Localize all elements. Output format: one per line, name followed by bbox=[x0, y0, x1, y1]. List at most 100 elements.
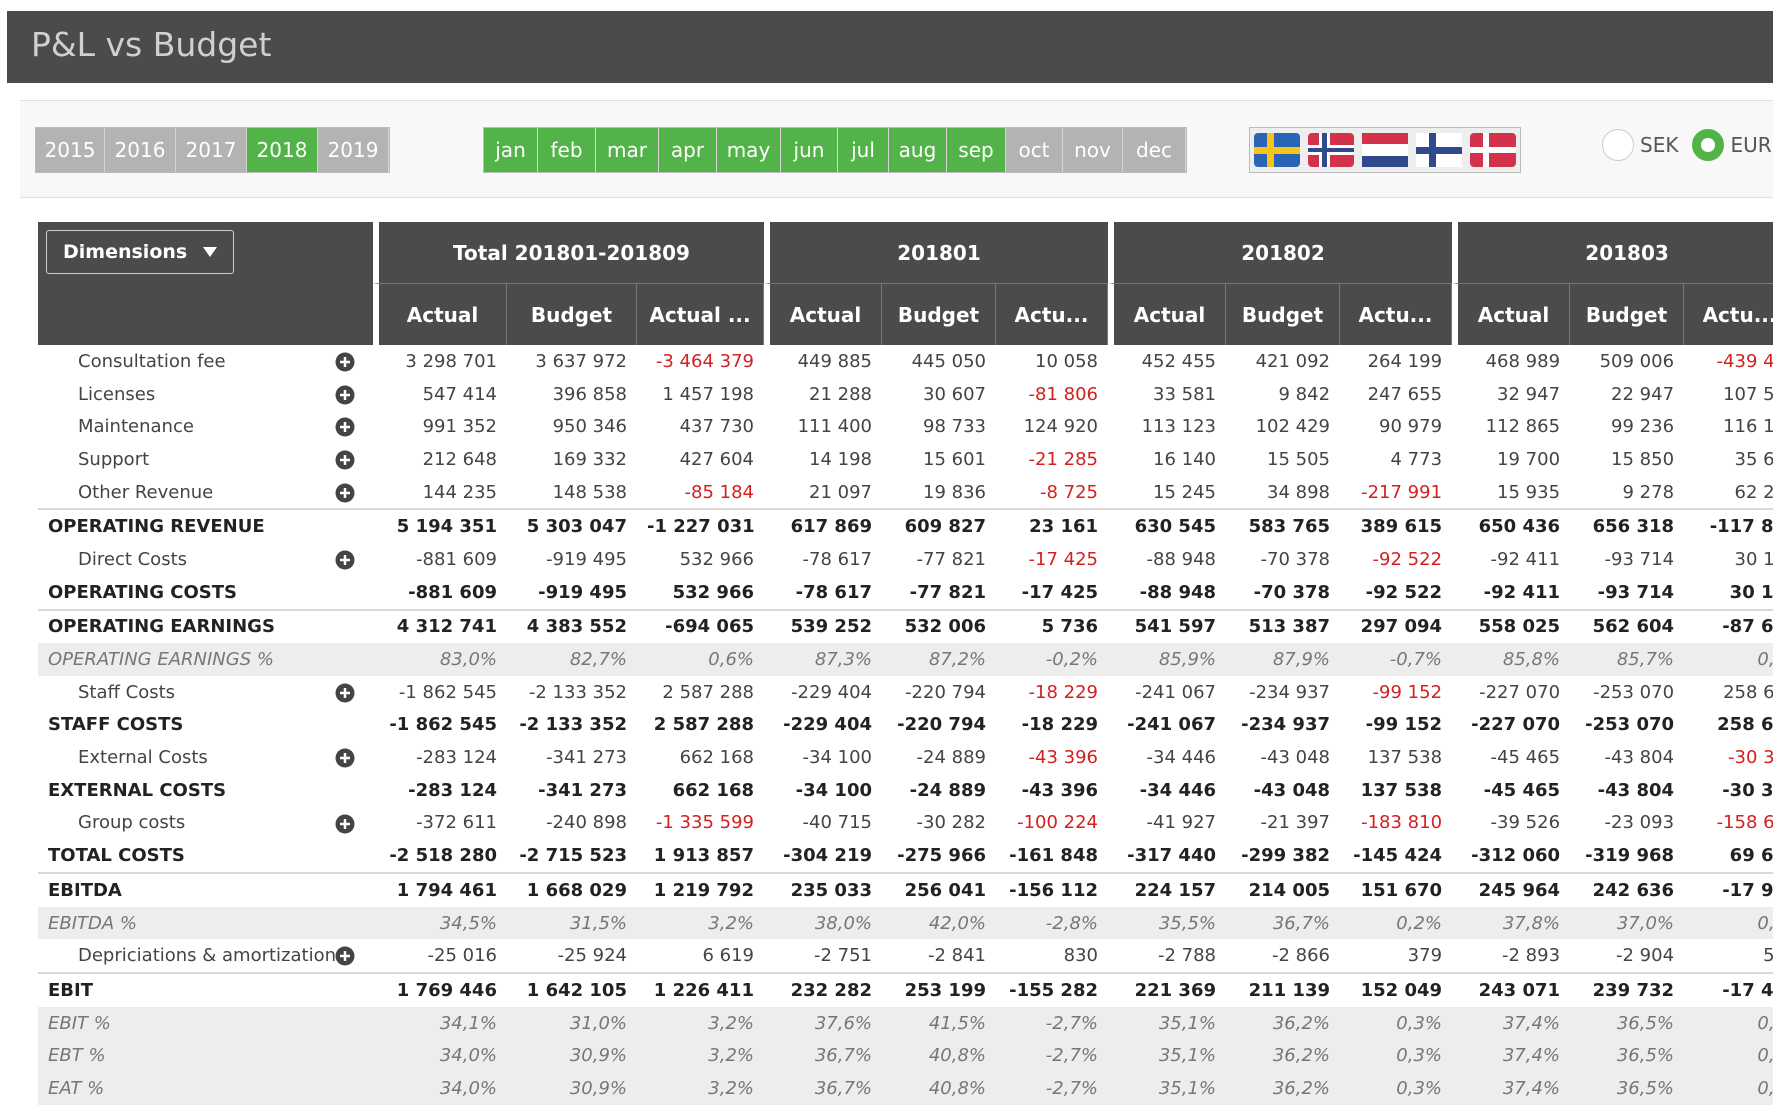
value-cell: -78 617 bbox=[802, 548, 872, 570]
row-label: STAFF COSTS bbox=[48, 714, 184, 736]
value-cell: -0,7% bbox=[1340, 643, 1453, 676]
flag-denmark[interactable] bbox=[1470, 133, 1516, 167]
month-button[interactable]: dec bbox=[1123, 128, 1186, 172]
year-button[interactable]: 2016 bbox=[105, 128, 176, 172]
value-cell: 449 885 bbox=[797, 350, 872, 372]
month-button[interactable]: may bbox=[717, 128, 781, 172]
year-button[interactable]: 2017 bbox=[176, 128, 247, 172]
year-button[interactable]: 2019 bbox=[318, 128, 389, 172]
row-label: External Costs bbox=[38, 741, 373, 774]
filter-bar: 2015 2016 2017 2018 2019 jan feb mar apr may jun j… bbox=[20, 100, 1773, 198]
month-button[interactable]: sep bbox=[947, 128, 1006, 172]
table-row: EBITDA % 34,5% 31,5% 3,2% 38,0% 42,0% -2,8% 35,… bbox=[38, 906, 1773, 940]
value-cell: 31,5% bbox=[507, 906, 637, 940]
table: Dimensions Total 201801-201809 201801 20180… bbox=[38, 222, 1773, 1105]
value-cell: 111 400 bbox=[797, 416, 872, 438]
month-button[interactable]: feb bbox=[538, 128, 596, 172]
expand-icon[interactable] bbox=[335, 483, 355, 503]
expand-icon[interactable] bbox=[335, 450, 355, 470]
expand-icon[interactable] bbox=[335, 550, 355, 570]
value-cell: 242 636 bbox=[1570, 872, 1685, 907]
value-cell: -2 866 bbox=[1271, 945, 1331, 967]
value-cell: -2 841 bbox=[927, 945, 986, 967]
value-cell: 85,7% bbox=[1570, 643, 1685, 676]
value-cell: -30 32 bbox=[1728, 747, 1773, 769]
flag-sweden[interactable] bbox=[1254, 133, 1300, 167]
value-cell: 4 383 552 bbox=[507, 608, 637, 644]
row-label: Depriciations & amortization bbox=[38, 939, 373, 972]
month-button[interactable]: mar bbox=[596, 128, 659, 172]
flag-finland[interactable] bbox=[1416, 133, 1462, 167]
expand-icon[interactable] bbox=[335, 814, 355, 834]
value-cell: 617 869 bbox=[764, 508, 882, 543]
header-row: Dimensions Total 201801-201809 201801 20180… bbox=[38, 222, 1773, 345]
value-cell: 37,6% bbox=[764, 1006, 882, 1040]
month-button[interactable]: jun bbox=[781, 128, 838, 172]
year-button[interactable]: 2018 bbox=[247, 128, 318, 172]
radio-button[interactable] bbox=[1602, 129, 1634, 161]
value-cell: 396 858 bbox=[552, 383, 627, 405]
value-cell: 3,2% bbox=[637, 1072, 764, 1105]
month-button[interactable]: jul bbox=[838, 128, 889, 172]
value-cell: 4 312 741 bbox=[373, 608, 507, 644]
value-cell: -227 070 bbox=[1479, 681, 1561, 703]
dimensions-button[interactable]: Dimensions bbox=[46, 230, 235, 274]
value-cell: 137 538 bbox=[1367, 747, 1443, 769]
value-cell: -39 526 bbox=[1490, 812, 1561, 834]
radio-button[interactable] bbox=[1692, 129, 1725, 161]
value-cell: 1 642 105 bbox=[507, 972, 637, 1007]
table-row: EAT % 34,0% 30,9% 3,2% 36,7% 40,8% -2,7% 35,1% 3… bbox=[38, 1072, 1773, 1105]
value-cell: -229 404 bbox=[783, 714, 872, 736]
value-cell: 0,3% bbox=[1340, 1072, 1453, 1105]
table-row: Staff Costs -1 862 545 -2 133 352 2 587 288… bbox=[38, 676, 1773, 709]
value-cell: 37,4% bbox=[1452, 1006, 1571, 1040]
value-cell: 9 842 bbox=[1278, 383, 1331, 405]
value-cell: -372 611 bbox=[416, 812, 497, 834]
month-button[interactable]: oct bbox=[1006, 128, 1063, 172]
value-cell: -234 937 bbox=[1241, 714, 1331, 736]
table-row: Depriciations & amortization -25 016 -25 9… bbox=[38, 939, 1773, 972]
value-cell: -145 424 bbox=[1353, 845, 1443, 867]
table-row: OPERATING EARNINGS % 83,0% 82,7% 0,6% 87,3% 8… bbox=[38, 643, 1773, 676]
value-cell: -156 112 bbox=[996, 872, 1109, 907]
value-cell: 98 733 bbox=[923, 416, 986, 438]
value-cell: -1 862 545 bbox=[389, 714, 497, 736]
month-button[interactable]: jan bbox=[484, 128, 538, 172]
value-cell: -77 821 bbox=[909, 581, 986, 603]
radio-label: EUR bbox=[1730, 133, 1772, 157]
expand-icon[interactable] bbox=[335, 748, 355, 768]
value-cell: 15 601 bbox=[923, 448, 986, 470]
value-cell: 107 56 bbox=[1723, 383, 1773, 405]
table-row: Consultation fee 3 298 701 3 637 972 -3 464… bbox=[38, 345, 1773, 378]
year-button[interactable]: 2015 bbox=[36, 128, 105, 172]
value-cell: 3,2% bbox=[637, 906, 764, 940]
month-button[interactable]: aug bbox=[889, 128, 947, 172]
value-cell: 509 006 bbox=[1599, 350, 1675, 372]
value-cell: 87,3% bbox=[764, 643, 882, 676]
flag-netherlands[interactable] bbox=[1362, 133, 1408, 167]
column-header: Actual bbox=[1108, 283, 1227, 345]
flag-norway[interactable] bbox=[1308, 133, 1354, 167]
expand-icon[interactable] bbox=[335, 385, 355, 405]
value-cell: -1 862 545 bbox=[398, 681, 497, 703]
value-cell: -2 133 352 bbox=[528, 681, 627, 703]
value-cell: 253 199 bbox=[882, 972, 996, 1007]
expand-icon[interactable] bbox=[335, 417, 355, 437]
value-cell: 2 587 288 bbox=[662, 681, 754, 703]
value-cell: -40 715 bbox=[802, 812, 872, 834]
expand-icon[interactable] bbox=[335, 683, 355, 703]
month-button[interactable]: nov bbox=[1063, 128, 1123, 172]
value-cell: 243 071 bbox=[1452, 972, 1571, 1007]
value-cell: 0,4 bbox=[1684, 1006, 1773, 1040]
value-cell: -43 804 bbox=[1597, 779, 1675, 801]
value-cell: 532 966 bbox=[679, 548, 754, 570]
value-cell: 211 139 bbox=[1226, 972, 1341, 1007]
value-cell: 14 198 bbox=[809, 448, 872, 470]
expand-icon[interactable] bbox=[335, 946, 355, 966]
value-cell: 90 979 bbox=[1379, 416, 1443, 438]
month-button[interactable]: apr bbox=[659, 128, 717, 172]
column-header: Actual bbox=[373, 283, 507, 345]
value-cell: 35,5% bbox=[1108, 906, 1227, 940]
expand-icon[interactable] bbox=[335, 352, 355, 372]
value-cell: 37,0% bbox=[1570, 906, 1685, 940]
